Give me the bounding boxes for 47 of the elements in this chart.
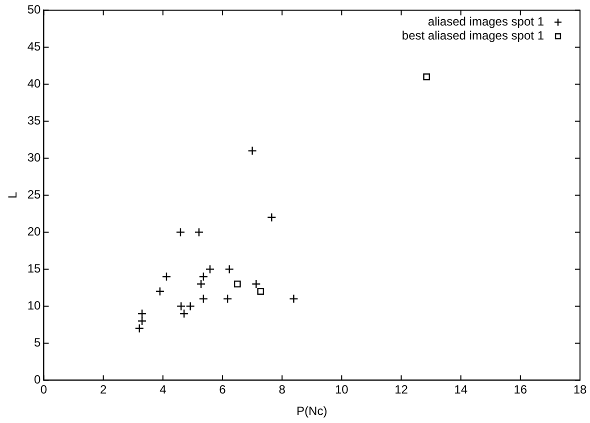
legend-label: aliased images spot 1	[428, 14, 544, 29]
point	[155, 286, 165, 296]
x-tick-label: 4	[160, 382, 167, 397]
point	[179, 309, 189, 318]
y-tick-label: 20	[27, 224, 42, 239]
y-tick-label: 5	[34, 336, 42, 350]
y-tick-label: 0	[34, 372, 42, 387]
x-tick-label: 14	[454, 382, 468, 397]
x-axis-title: P(Nc)	[296, 404, 328, 418]
x-tick-label: 12	[394, 382, 408, 397]
y-tick-label: 40	[27, 76, 42, 91]
x-tick-label: 2	[100, 382, 107, 397]
point	[205, 264, 215, 274]
x-tick-label: 10	[334, 382, 349, 397]
point	[224, 264, 234, 274]
x-tick-label: 18	[573, 382, 587, 397]
point	[289, 294, 298, 304]
y-axis-title: L	[6, 192, 20, 199]
point	[196, 279, 206, 289]
legend-label: best aliased images spot 1	[402, 28, 544, 43]
point	[248, 146, 257, 156]
point	[222, 294, 232, 304]
point	[186, 302, 195, 311]
point	[176, 228, 186, 237]
point	[423, 73, 430, 80]
y-tick-label: 45	[27, 40, 42, 54]
point	[137, 309, 147, 318]
point	[257, 288, 264, 295]
x-tick-label: 16	[514, 382, 528, 397]
point	[267, 212, 276, 222]
point	[198, 272, 208, 282]
point	[134, 324, 144, 333]
y-tick-label: 25	[27, 188, 42, 202]
point	[176, 302, 186, 311]
y-tick-label: 15	[27, 262, 42, 276]
y-tick-label: 10	[27, 298, 42, 313]
y-tick-label: 30	[27, 150, 42, 165]
point	[234, 280, 241, 288]
y-tick-label: 35	[27, 114, 42, 128]
y-tick-label: 50	[27, 2, 42, 17]
point	[194, 228, 204, 237]
point	[162, 272, 172, 282]
point	[137, 316, 147, 326]
point	[252, 279, 261, 289]
x-tick-label: 6	[219, 382, 226, 397]
point	[198, 294, 208, 304]
x-tick-label: 8	[278, 382, 286, 397]
